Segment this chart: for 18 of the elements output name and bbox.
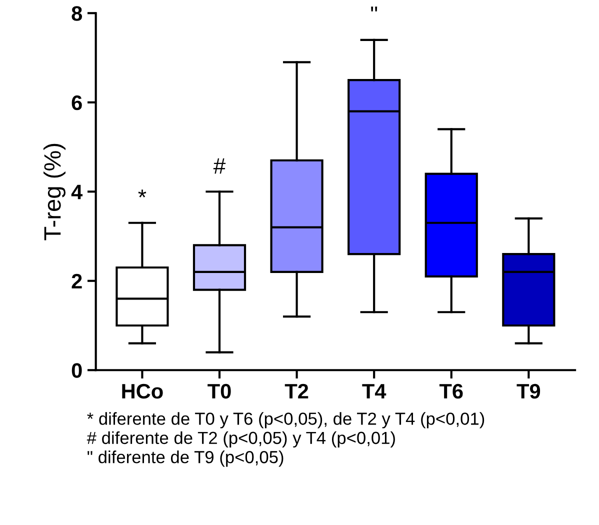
y-tick-label: 8 — [72, 6, 82, 21]
annotation: * — [138, 190, 146, 198]
y-tick-label: 4 — [71, 184, 83, 200]
text: # diferente de T2 (p<0,05) y T4 (p<0,01) — [86, 431, 395, 448]
text: * diferente de T0 y T6 (p<0,05), de T2 y T4 (p<0,01) — [87, 412, 484, 428]
annotation: # — [213, 158, 226, 174]
y-axis-title: T-reg (%) — [43, 144, 66, 240]
y-tick-label: 2 — [72, 274, 82, 288]
text: " diferente de T9 (p<0,05) — [88, 450, 284, 467]
x-tick-label: T2 — [284, 384, 308, 398]
x-tick-label: T0 — [208, 384, 231, 399]
y-tick-label: 6 — [72, 95, 82, 110]
text: " — [371, 6, 378, 12]
x-tick-label: T9 — [516, 384, 540, 399]
y-tick-label: 0 — [72, 363, 82, 378]
x-tick-label: T6 — [439, 384, 463, 399]
x-tick-label: HCo — [122, 384, 163, 399]
x-tick-label: T4 — [362, 384, 386, 398]
